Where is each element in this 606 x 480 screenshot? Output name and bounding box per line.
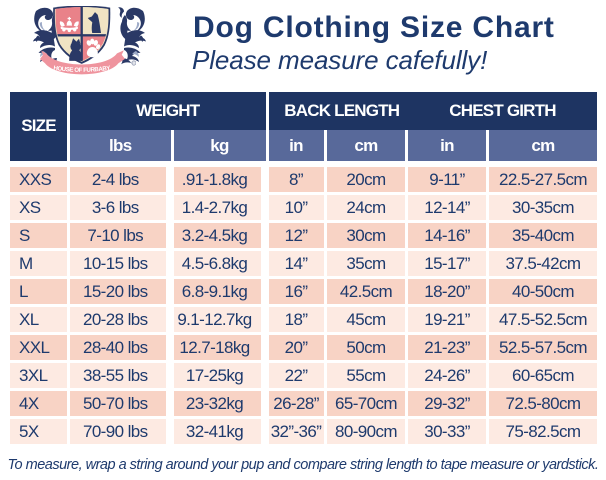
svg-text:©: © (132, 60, 137, 67)
svg-text:HOUSE OF FURBABY: HOUSE OF FURBABY (53, 65, 111, 74)
